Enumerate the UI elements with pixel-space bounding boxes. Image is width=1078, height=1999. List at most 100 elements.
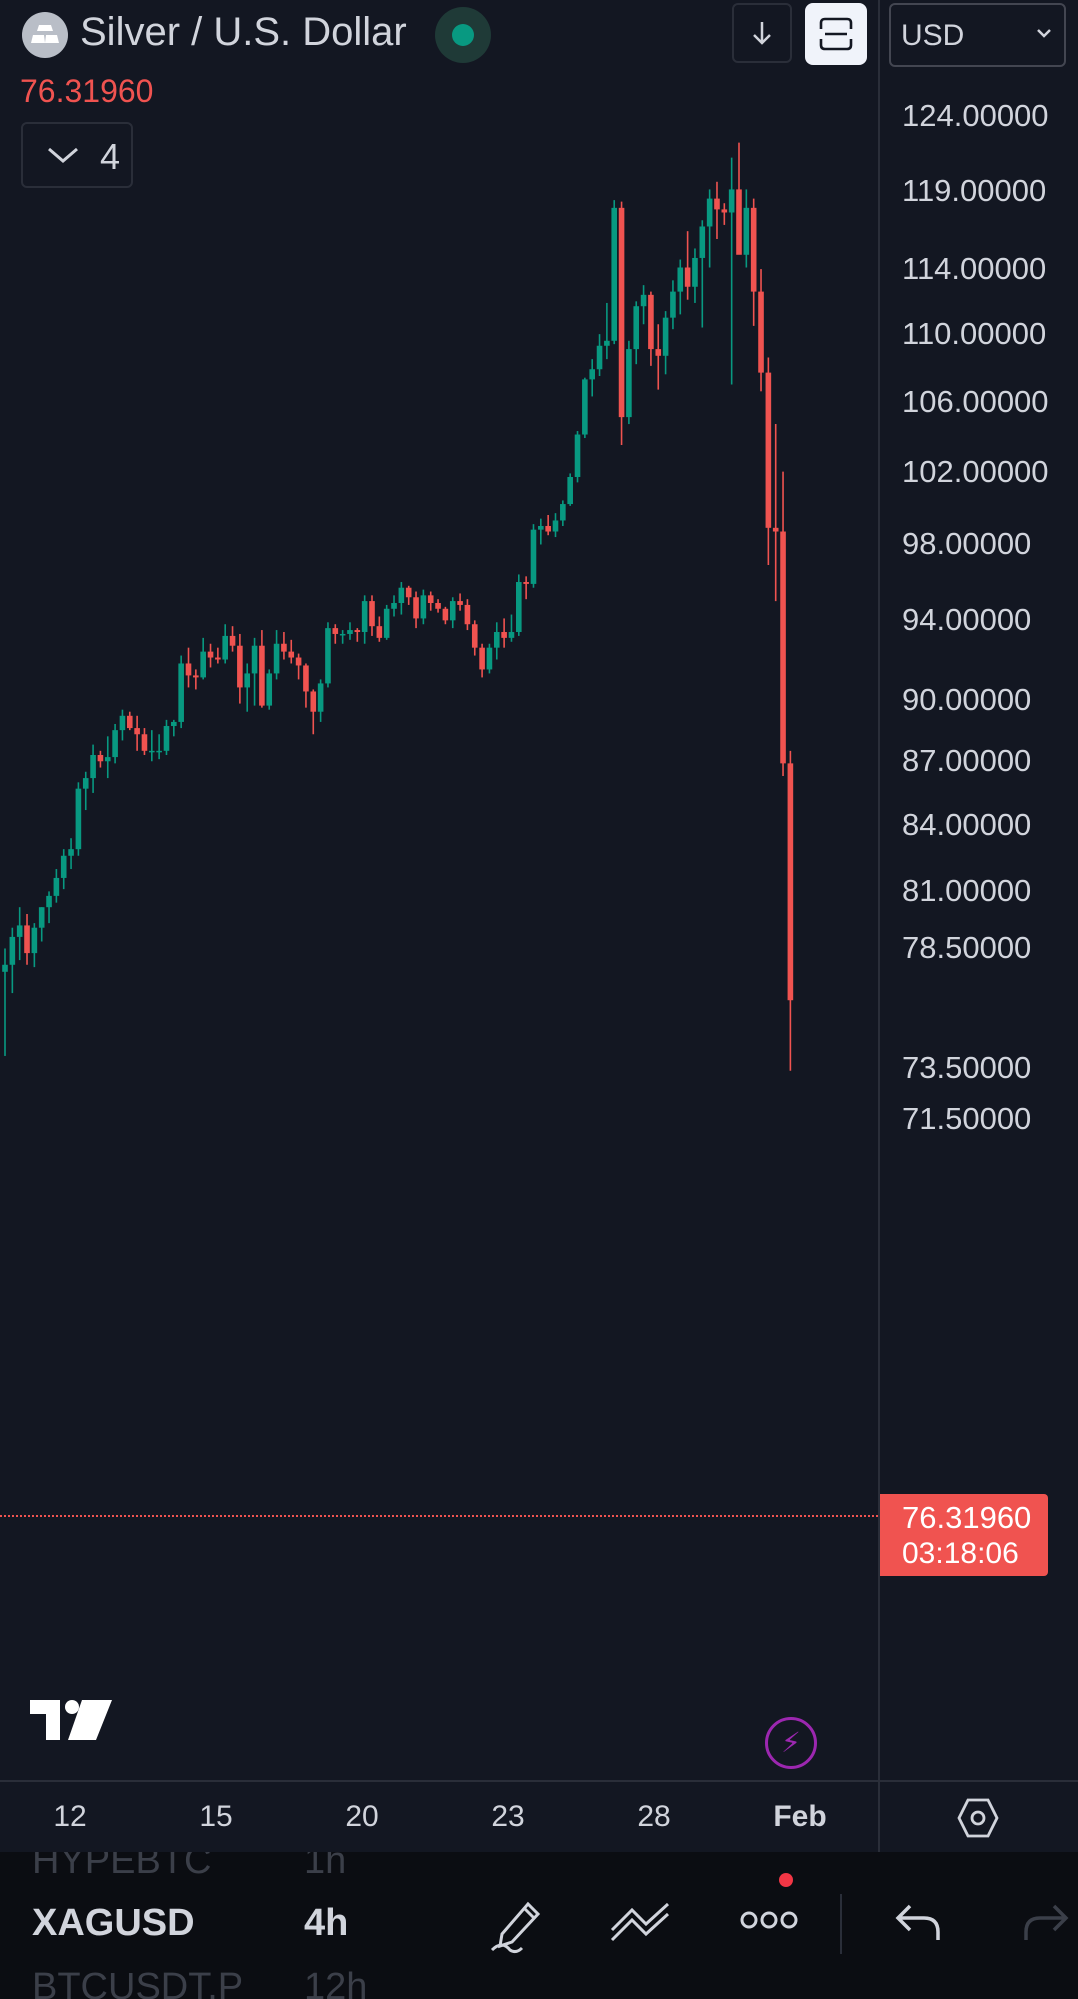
candle (237, 633, 243, 704)
candle (391, 595, 397, 617)
candle (82, 771, 89, 811)
candle (692, 248, 698, 303)
candle (259, 630, 265, 708)
bottom-toolbar: HYPEBTC 1h XAGUSD 4h BTCUSDT.P 12h (0, 1852, 1078, 1999)
market-status-indicator[interactable] (435, 7, 491, 63)
candle-body (281, 643, 287, 652)
candle (545, 514, 551, 536)
candle (508, 614, 515, 642)
symbol-title[interactable]: Silver / U.S. Dollar (80, 10, 407, 54)
price-scale[interactable]: 124.00000 119.00000 114.00000 110.00000 106.… (880, 70, 1078, 1780)
candle-body (596, 345, 603, 370)
candle-body (288, 651, 295, 658)
candle (317, 679, 324, 722)
candle (134, 715, 140, 751)
candle (126, 711, 133, 731)
currency-select[interactable]: USD (889, 3, 1066, 67)
candle (449, 597, 456, 629)
candle (714, 181, 720, 240)
tradingview-logo[interactable] (30, 1700, 112, 1747)
candlestick-chart[interactable] (0, 70, 878, 1780)
scroll-to-latest-button[interactable] (732, 3, 792, 63)
candle-body (743, 207, 750, 255)
candle-body (9, 936, 16, 965)
candle-body (479, 647, 485, 670)
fullscreen-icon (819, 17, 853, 51)
candle-body (692, 257, 698, 287)
candle-body (16, 925, 23, 937)
more-icon[interactable] (740, 1908, 798, 1932)
candle-body (325, 628, 331, 684)
candle (97, 750, 104, 768)
undo-icon[interactable] (894, 1902, 942, 1942)
candle-body (141, 734, 148, 751)
candle (479, 643, 485, 678)
candle (295, 653, 302, 680)
candle-body (684, 267, 691, 287)
candle-body (427, 595, 434, 604)
time-axis-label: 23 (491, 1800, 525, 1833)
candle (633, 301, 640, 365)
indicators-toggle-button[interactable]: 4 (21, 122, 133, 188)
candle (420, 589, 427, 625)
candle (787, 750, 794, 1071)
fullscreen-button[interactable] (805, 3, 867, 65)
candle (24, 914, 30, 965)
candle (486, 643, 493, 674)
price-scale-label: 94.00000 (902, 602, 1032, 638)
candle (171, 719, 177, 737)
candle-body (618, 207, 625, 418)
candle-body (391, 603, 397, 609)
candle (251, 637, 258, 706)
candle-body (413, 597, 419, 619)
candle (640, 285, 647, 325)
candle-body (772, 527, 779, 532)
candle-body (134, 728, 140, 735)
current-price-tag: 76.31960 03:18:06 (880, 1494, 1048, 1576)
candle-body (765, 372, 772, 528)
candle (626, 340, 632, 425)
candle-body (317, 683, 324, 712)
arrow-down-icon (753, 22, 771, 45)
price-scale-divider (878, 0, 880, 1852)
watchlist-interval: 12h (304, 1966, 368, 1999)
market-open-dot (452, 24, 474, 46)
candle-body (112, 730, 118, 758)
candle-body (171, 721, 177, 727)
watchlist-row[interactable]: BTCUSDT.P 12h (32, 1966, 367, 1999)
redo-icon[interactable] (1022, 1902, 1070, 1942)
candle-body (266, 673, 273, 706)
time-axis[interactable]: 12 15 20 23 28 Feb (0, 1780, 878, 1852)
candle-body (295, 657, 302, 666)
candle-body (126, 715, 133, 729)
chart-trend-icon[interactable] (608, 1900, 672, 1944)
time-axis-label: 28 (637, 1800, 671, 1833)
indicator-count: 4 (100, 136, 121, 177)
candle-body (24, 925, 30, 954)
draw-icon[interactable] (488, 1896, 546, 1954)
candle-body (545, 525, 551, 532)
candle-body (501, 632, 507, 638)
candle (332, 624, 339, 644)
candle-body (310, 691, 317, 712)
watchlist-row-active[interactable]: XAGUSD 4h (32, 1902, 348, 1945)
candle (662, 311, 669, 375)
candle-body (435, 603, 441, 609)
candle (383, 604, 390, 640)
chart-settings-button[interactable] (880, 1780, 1078, 1852)
candle-body (193, 675, 199, 678)
candle-body (215, 657, 221, 660)
candle (361, 595, 368, 644)
candle (149, 730, 155, 762)
candle (413, 591, 419, 629)
bolt-icon[interactable]: ⚡ (765, 1717, 817, 1769)
candle (523, 576, 529, 600)
candle-body (420, 595, 427, 619)
watchlist-row[interactable]: HYPEBTC 1h (32, 1852, 346, 1883)
candle (31, 923, 38, 968)
candle (156, 734, 162, 760)
candle-body (207, 651, 214, 658)
candle (457, 593, 463, 611)
candle-countdown: 03:18:06 (902, 1537, 1019, 1570)
candle-body (156, 750, 162, 753)
